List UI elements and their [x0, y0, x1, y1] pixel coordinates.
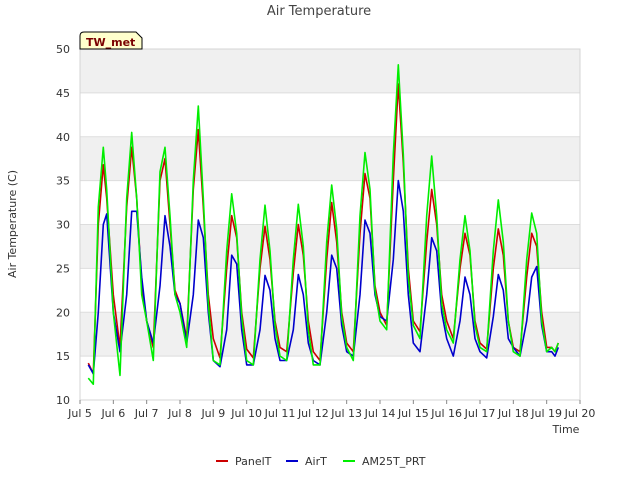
background-band [80, 49, 580, 93]
y-tick-label: 45 [56, 87, 70, 100]
x-tick-label: Jul 17 [464, 407, 496, 420]
series-lines [87, 64, 560, 386]
background-band [80, 312, 580, 357]
legend: PanelT AirT AM25T_PRT [216, 455, 426, 468]
x-tick-label: Jul 10 [230, 407, 262, 420]
x-tick-label: Jul 8 [167, 407, 192, 420]
x-tick-label: Jul 7 [134, 407, 159, 420]
y-axis-ticks: 10 15 20 25 30 35 40 45 50 [56, 43, 70, 407]
x-tick-label: Jul 12 [297, 407, 329, 420]
y-tick-label: 35 [56, 175, 70, 188]
x-tick-label: Jul 5 [67, 407, 92, 420]
x-tick-label: Jul 11 [264, 407, 296, 420]
station-badge: TW_met [79, 31, 143, 50]
x-tick-label: Jul 15 [397, 407, 429, 420]
x-tick-label: Jul 16 [430, 407, 462, 420]
y-tick-label: 40 [56, 131, 70, 144]
legend-label-panelt: PanelT [235, 455, 272, 468]
chart-title: Air Temperature [267, 4, 371, 19]
y-tick-label: 15 [56, 350, 70, 363]
y-tick-label: 30 [56, 219, 70, 232]
y-tick-label: 10 [56, 394, 70, 407]
x-axis-ticks: Jul 5 Jul 6 Jul 7 Jul 8 Jul 9 Jul 10 Jul 11 Jul… [67, 400, 595, 420]
series-line-airt [87, 179, 560, 375]
legend-label-am25t-prt: AM25T_PRT [362, 455, 426, 468]
x-tick-label: Jul 9 [200, 407, 225, 420]
x-tick-label: Jul 19 [530, 407, 562, 420]
background-band [80, 136, 580, 181]
y-tick-label: 25 [56, 262, 70, 275]
x-tick-label: Jul 14 [364, 407, 396, 420]
x-tick-label: Jul 20 [564, 407, 596, 420]
x-tick-label: Jul 13 [330, 407, 362, 420]
x-tick-label: Jul 6 [100, 407, 125, 420]
y-axis-label: Air Temperature (C) [6, 170, 19, 278]
x-axis-label: Time [552, 423, 580, 436]
legend-label-airt: AirT [305, 455, 327, 468]
badge-shape [79, 31, 143, 50]
y-tick-label: 50 [56, 43, 70, 56]
plot-frame [79, 48, 581, 401]
badge-text: TW_met [86, 36, 135, 49]
y-tick-label: 20 [56, 306, 70, 319]
series-line-am25t-prt [87, 64, 560, 386]
x-tick-label: Jul 18 [497, 407, 529, 420]
